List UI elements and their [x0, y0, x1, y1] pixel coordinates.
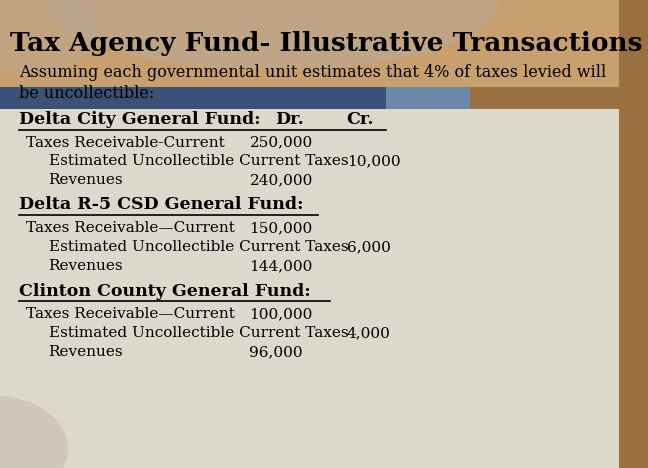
Text: be uncollectible:: be uncollectible: — [19, 85, 155, 102]
Bar — [0, 0, 619, 87]
Text: 4,000: 4,000 — [347, 326, 391, 340]
Text: Estimated Uncollectible Current Taxes: Estimated Uncollectible Current Taxes — [49, 326, 348, 340]
Text: 100,000: 100,000 — [249, 307, 313, 322]
Text: Taxes Receivable-Current: Taxes Receivable-Current — [26, 136, 225, 150]
Text: Assuming each governmental unit estimates that 4% of taxes levied will: Assuming each governmental unit estimate… — [19, 64, 607, 81]
Text: Tax Agency Fund- Illustrative Transactions: Tax Agency Fund- Illustrative Transactio… — [10, 31, 642, 56]
Text: Estimated Uncollectible Current Taxes: Estimated Uncollectible Current Taxes — [49, 240, 348, 254]
Text: Revenues: Revenues — [49, 345, 123, 359]
Text: 250,000: 250,000 — [249, 136, 313, 150]
Text: Taxes Receivable—Current: Taxes Receivable—Current — [26, 307, 235, 322]
Text: Delta R-5 CSD General Fund:: Delta R-5 CSD General Fund: — [19, 197, 304, 213]
Text: 96,000: 96,000 — [249, 345, 303, 359]
Bar — [386, 87, 470, 109]
Text: Delta City General Fund:: Delta City General Fund: — [19, 111, 261, 128]
Text: 10,000: 10,000 — [347, 154, 400, 168]
Text: 6,000: 6,000 — [347, 240, 391, 254]
Text: 144,000: 144,000 — [249, 259, 313, 273]
Text: Taxes Receivable—Current: Taxes Receivable—Current — [26, 221, 235, 235]
Text: Estimated Uncollectible Current Taxes: Estimated Uncollectible Current Taxes — [49, 154, 348, 168]
Circle shape — [0, 0, 97, 75]
Bar — [470, 87, 619, 109]
Text: Revenues: Revenues — [49, 259, 123, 273]
Text: Cr.: Cr. — [347, 111, 374, 128]
Text: 240,000: 240,000 — [249, 173, 313, 187]
Bar — [619, 0, 648, 468]
Text: Clinton County General Fund:: Clinton County General Fund: — [19, 283, 311, 300]
Text: Dr.: Dr. — [275, 111, 304, 128]
Circle shape — [0, 395, 68, 468]
Ellipse shape — [45, 0, 499, 70]
Text: 150,000: 150,000 — [249, 221, 313, 235]
Bar — [0, 87, 386, 109]
Text: Revenues: Revenues — [49, 173, 123, 187]
